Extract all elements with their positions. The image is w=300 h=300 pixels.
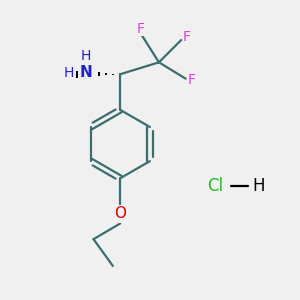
Text: F: F <box>188 73 196 87</box>
Text: Cl: Cl <box>207 177 224 195</box>
Text: O: O <box>114 206 126 221</box>
Text: H: H <box>80 49 91 63</box>
Text: F: F <box>183 30 190 44</box>
Text: H: H <box>252 177 265 195</box>
Text: F: F <box>137 22 145 36</box>
Text: N: N <box>79 65 92 80</box>
Text: H: H <box>64 66 74 80</box>
